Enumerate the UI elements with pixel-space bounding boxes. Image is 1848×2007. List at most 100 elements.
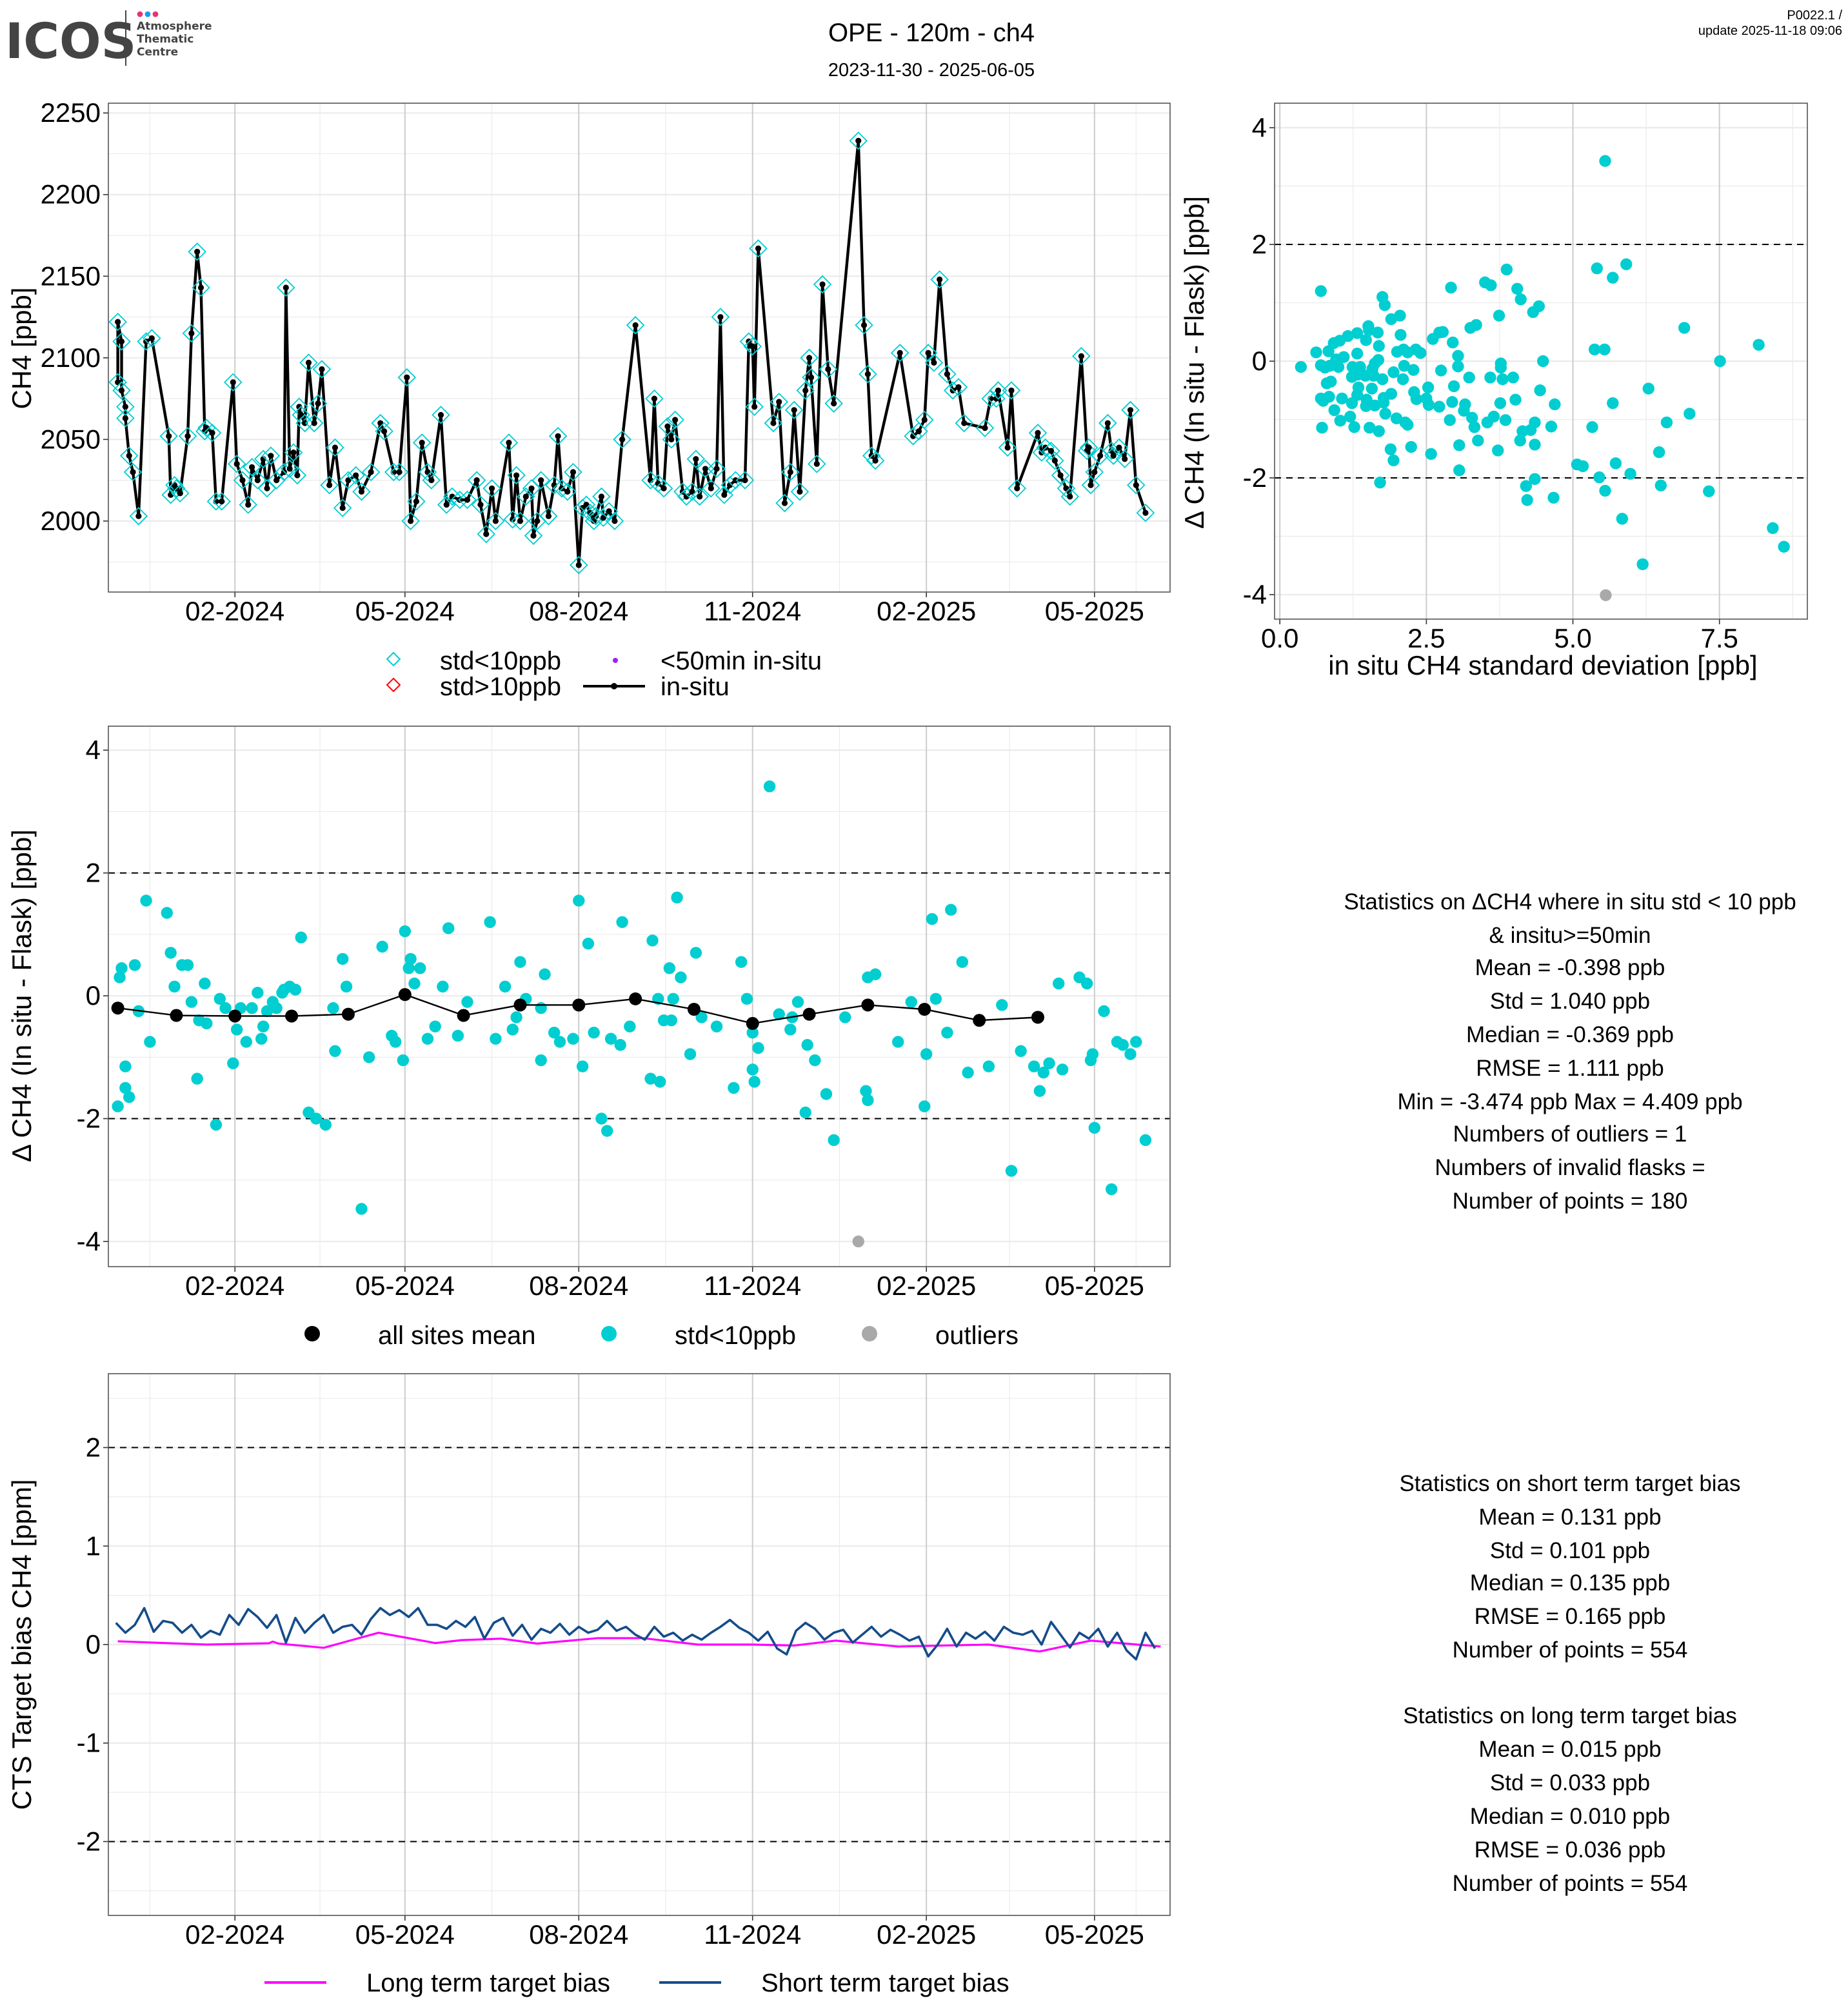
in-situ-point xyxy=(606,508,612,515)
flask-delta-point xyxy=(319,1118,332,1131)
flask-diamond-marker xyxy=(397,368,417,387)
flask-delta-point xyxy=(399,925,412,938)
flask-diamond-marker xyxy=(422,471,441,489)
scatter-point xyxy=(1598,343,1611,356)
flask-delta-point xyxy=(945,904,957,916)
flask-diamond-marker xyxy=(745,397,764,417)
flask-diamond-marker xyxy=(227,455,246,473)
scatter-point xyxy=(1322,345,1335,357)
scatter-point xyxy=(1372,353,1385,366)
scatter-point xyxy=(1653,446,1665,459)
flask-delta-point xyxy=(728,1082,740,1094)
in-situ-point xyxy=(457,497,463,503)
flask-diamond-marker xyxy=(108,373,127,392)
in-situ-point xyxy=(1014,485,1020,491)
logo-line3: Centre xyxy=(137,46,178,59)
x-tick-label: 02-2025 xyxy=(877,1919,976,1950)
in-situ-point xyxy=(787,469,793,475)
legend-cyan-diamond-icon xyxy=(386,651,401,667)
flask-delta-point xyxy=(230,1023,243,1036)
y-tick-label: 0 xyxy=(1252,346,1267,376)
flask-delta-point xyxy=(397,1054,410,1067)
flask-diamond-marker xyxy=(808,455,826,473)
flask-delta-point xyxy=(1037,1066,1049,1079)
mean-point xyxy=(341,1007,355,1021)
scatter-point xyxy=(1521,494,1533,506)
page-title: OPE - 120m - ch4 xyxy=(828,19,1035,47)
flask-diamond-marker xyxy=(477,524,496,544)
flask-delta-point xyxy=(799,1106,811,1119)
flask-diamond-marker xyxy=(1115,450,1134,469)
flask-diamond-marker xyxy=(998,438,1017,457)
y-tick-label: 2150 xyxy=(41,261,101,291)
in-situ-point xyxy=(118,387,125,394)
flask-diamond-marker xyxy=(522,479,541,498)
flask-delta-point xyxy=(191,1073,203,1085)
scatter-point xyxy=(1507,371,1520,384)
in-situ-point xyxy=(619,436,626,442)
flask-diamond-marker xyxy=(715,486,734,504)
flask-delta-point xyxy=(246,1002,258,1014)
in-situ-point xyxy=(538,477,544,484)
scatter-point xyxy=(1500,263,1513,276)
flask-delta-point xyxy=(784,1023,797,1036)
scatter-point xyxy=(1310,346,1322,359)
flask-delta-point xyxy=(119,1060,132,1073)
y-tick-label: 1 xyxy=(86,1530,101,1561)
scatter-point xyxy=(1395,329,1407,341)
in-situ-point xyxy=(755,245,762,252)
in-situ-point xyxy=(194,248,201,255)
y-tick-label: 2250 xyxy=(41,97,101,128)
flask-delta-point xyxy=(355,1203,368,1215)
flask-delta-point xyxy=(437,980,449,993)
flask-delta-point xyxy=(582,937,595,950)
scatter-point xyxy=(1348,421,1360,433)
scatter-point xyxy=(1405,440,1417,453)
flask-diamond-marker xyxy=(112,381,131,400)
flask-delta-point xyxy=(616,916,628,928)
flask-delta-point xyxy=(839,1011,851,1023)
in-situ-point xyxy=(993,395,1000,402)
stat-line: Statistics on short term target bias xyxy=(1399,1471,1740,1496)
flask-diamond-marker xyxy=(739,332,759,351)
flask-delta-point xyxy=(506,1023,519,1036)
x-tick-label: 05-2024 xyxy=(355,1270,455,1301)
scatter-point xyxy=(1453,439,1465,451)
in-situ-point xyxy=(1048,448,1055,454)
scatter-point xyxy=(1536,355,1549,368)
flask-diamond-marker xyxy=(662,430,681,449)
in-situ-point xyxy=(750,343,756,350)
flask-delta-point xyxy=(920,1048,933,1060)
in-situ-point xyxy=(713,466,720,472)
x-tick-label: 0.0 xyxy=(1261,623,1298,653)
scatter-point xyxy=(1408,386,1420,399)
flask-delta-point xyxy=(1088,1122,1101,1134)
in-situ-point xyxy=(1122,456,1128,462)
logo-wordmark: ICOS xyxy=(5,12,136,70)
scatter-point xyxy=(1344,410,1356,423)
scatter-point xyxy=(1549,398,1561,411)
flask-delta-point xyxy=(429,1020,441,1033)
in-situ-point xyxy=(358,488,365,495)
flask-delta-point xyxy=(752,1042,764,1054)
flask-delta-point xyxy=(667,993,679,1005)
flask-diamond-marker xyxy=(577,495,596,514)
scatter-point xyxy=(1678,322,1691,334)
in-situ-point xyxy=(353,472,359,479)
flask-delta-point xyxy=(421,1033,434,1045)
flask-delta-point xyxy=(310,1112,323,1125)
flask-delta-point xyxy=(535,1002,547,1014)
flask-delta-point xyxy=(119,1082,132,1094)
flask-diamond-marker xyxy=(233,471,252,489)
scatter-point xyxy=(1364,421,1376,434)
in-situ-point xyxy=(664,423,671,430)
scatter-point xyxy=(1433,400,1446,413)
p4-legend: Long term target bias Short term target … xyxy=(264,1969,1009,1997)
version-label: P0022.1 / xyxy=(1787,8,1842,23)
in-situ-point xyxy=(473,477,480,484)
x-tick-label: 11-2024 xyxy=(704,1270,801,1301)
flask-delta-point xyxy=(363,1051,375,1063)
flask-diamond-marker xyxy=(361,462,381,482)
scatter-point xyxy=(1366,382,1378,395)
scatter-point xyxy=(1588,343,1601,356)
